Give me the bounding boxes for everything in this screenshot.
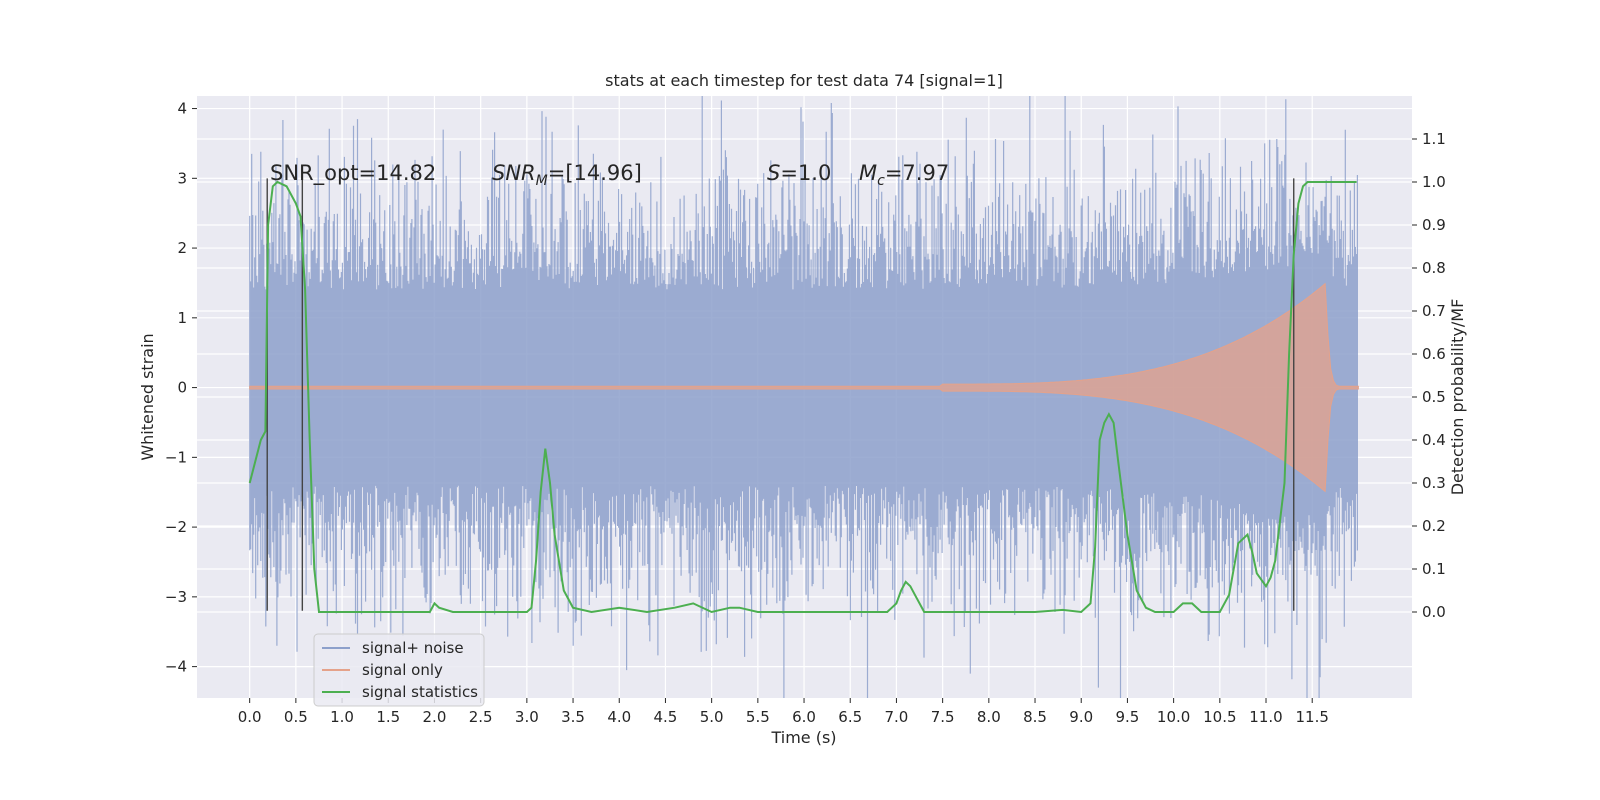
- x-tick-label: 7.5: [931, 708, 955, 726]
- x-tick-label: 10.5: [1203, 708, 1236, 726]
- legend-label-signal: signal only: [362, 661, 443, 679]
- annotation-s: S=1.0: [767, 161, 831, 185]
- y2-tick-label: 0.9: [1422, 216, 1446, 234]
- y2-axis-label: Detection probability/MF: [1448, 299, 1467, 496]
- legend-label-noise: signal+ noise: [362, 639, 464, 657]
- y-axis-label: Whitened strain: [138, 333, 157, 460]
- x-tick-label: 10.0: [1157, 708, 1190, 726]
- y-tick-label: −3: [165, 588, 187, 606]
- x-tick-label: 1.5: [376, 708, 400, 726]
- x-axis-label: Time (s): [770, 728, 836, 747]
- y2-tick-label: 0.2: [1422, 517, 1446, 535]
- x-tick-label: 6.5: [838, 708, 862, 726]
- annotation-snr-opt: SNR_opt=14.82: [270, 161, 436, 186]
- chart-title: stats at each timestep for test data 74 …: [605, 71, 1003, 90]
- x-tick-label: 3.5: [561, 708, 585, 726]
- y-tick-label: 2: [177, 239, 187, 257]
- x-tick-label: 9.0: [1069, 708, 1093, 726]
- y2-tick-label: 0.6: [1422, 345, 1446, 363]
- legend: signal+ noise signal only signal statist…: [313, 633, 485, 707]
- y2-tick-label: 1.0: [1422, 173, 1446, 191]
- x-tick-label: 4.0: [607, 708, 631, 726]
- y2-axis-ticks: 1.1 1.0 0.9 0.8 0.7 0.6 0.5 0.4 0.3 0.2 0.1 0.0: [1412, 130, 1446, 621]
- x-tick-label: 5.5: [746, 708, 770, 726]
- x-tick-label: 2.0: [423, 708, 447, 726]
- y-tick-label: −4: [165, 658, 187, 676]
- x-tick-label: 11.5: [1296, 708, 1329, 726]
- legend-label-stats: signal statistics: [362, 683, 478, 701]
- y2-tick-label: 0.8: [1422, 259, 1446, 277]
- y-tick-label: 3: [177, 169, 187, 187]
- y-tick-label: −1: [165, 448, 187, 466]
- x-tick-label: 8.0: [977, 708, 1001, 726]
- y-tick-label: −2: [165, 518, 187, 536]
- y-tick-label: 4: [177, 100, 187, 118]
- annotation-snr-mf: SNRM=[14.96]: [492, 161, 642, 189]
- signal-only-trace: [249, 282, 1359, 493]
- x-tick-label: 4.5: [654, 708, 678, 726]
- x-tick-label: 9.5: [1115, 708, 1139, 726]
- annotation-mc-value: =7.97: [885, 161, 949, 185]
- x-tick-label: 7.0: [885, 708, 909, 726]
- x-axis-ticks: 0.0 0.5 1.0 1.5 2.0 2.5 3.0 3.5 4.0 4.5 5.0 5.5 6.0 6…: [238, 698, 1329, 726]
- signal-statistics-line: [248, 180, 1357, 614]
- x-tick-label: 0.0: [238, 708, 262, 726]
- x-tick-label: 8.5: [1023, 708, 1047, 726]
- x-tick-label: 5.0: [700, 708, 724, 726]
- annotation-snr-mf-value: =[14.96]: [548, 161, 642, 185]
- series-signal-only: [249, 282, 1359, 493]
- y-axis-ticks: 4 3 2 1 0 −1 −2 −3 −4: [165, 100, 197, 676]
- x-tick-label: 2.5: [469, 708, 493, 726]
- x-tick-label: 0.5: [284, 708, 308, 726]
- x-tick-label: 1.0: [330, 708, 354, 726]
- x-tick-label: 11.0: [1249, 708, 1282, 726]
- legend-box: [313, 633, 485, 707]
- y2-tick-label: 0.4: [1422, 431, 1446, 449]
- y-tick-label: 1: [177, 309, 187, 327]
- annotation-s-value: =1.0: [780, 161, 831, 185]
- y2-tick-label: 0.0: [1422, 603, 1446, 621]
- x-tick-label: 6.0: [792, 708, 816, 726]
- y2-tick-label: 0.7: [1422, 302, 1446, 320]
- y2-tick-label: 0.3: [1422, 474, 1446, 492]
- annotation-mc: Mc=7.97: [859, 161, 949, 189]
- series-signal-statistics: [248, 180, 1357, 614]
- y2-tick-label: 0.1: [1422, 560, 1446, 578]
- y-tick-label: 0: [177, 379, 187, 397]
- y2-tick-label: 0.5: [1422, 388, 1446, 406]
- y2-tick-label: 1.1: [1422, 130, 1446, 148]
- x-tick-label: 3.0: [515, 708, 539, 726]
